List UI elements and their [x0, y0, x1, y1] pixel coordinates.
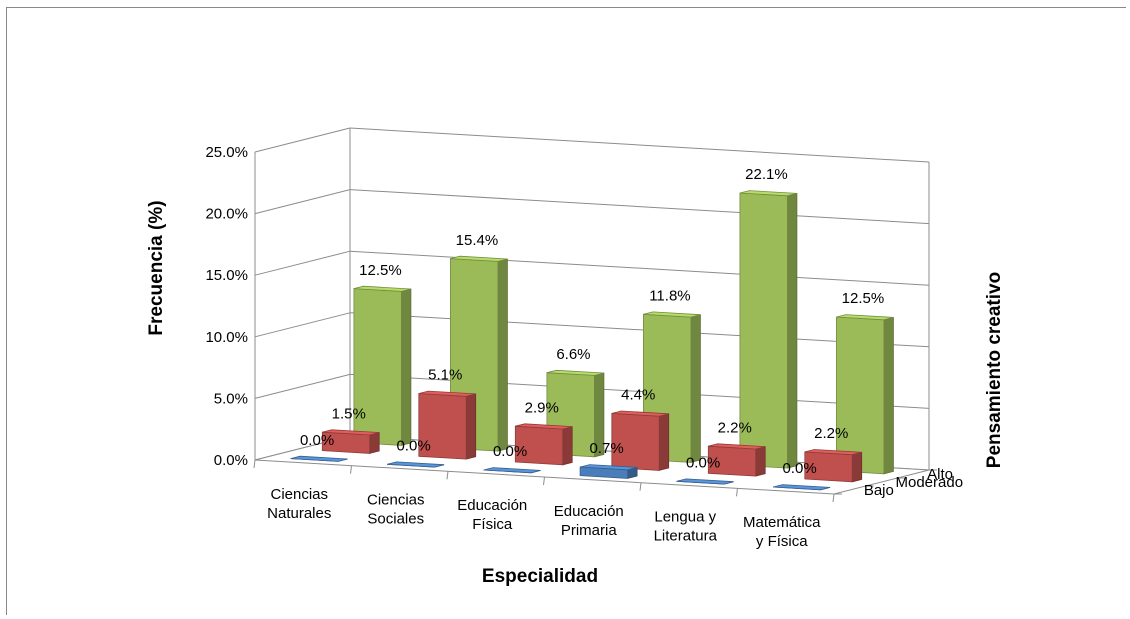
data-label: 12.5%: [359, 262, 402, 279]
x-axis-title: Especialidad: [482, 566, 598, 587]
chart-frame: [6, 7, 1126, 615]
bar-bajo-3: [579, 464, 638, 479]
x-tick-label: Ciencias Naturales: [267, 486, 331, 522]
bar-bajo-4: [676, 478, 734, 485]
back-gridline: [349, 127, 930, 163]
data-label: 4.4%: [621, 387, 655, 404]
back-gridline: [349, 373, 930, 409]
data-label: 0.0%: [686, 455, 720, 472]
data-label: 0.0%: [782, 460, 816, 477]
series-axis-label: Moderado: [896, 474, 964, 491]
data-label: 0.0%: [493, 443, 527, 460]
data-label: 1.5%: [332, 405, 366, 422]
bar-moderado-4: [707, 443, 766, 477]
side-gridline: [254, 373, 351, 399]
data-label: 15.4%: [456, 232, 499, 249]
x-tick-label: Matemática y Física: [743, 514, 821, 550]
bar-moderado-0: [321, 429, 380, 454]
y-tick-label: 10.0%: [205, 329, 248, 346]
x-tick-mark: [639, 482, 642, 491]
bar-alto-4: [739, 190, 798, 469]
data-label: 11.8%: [649, 287, 690, 304]
data-label: 0.0%: [396, 438, 430, 455]
series-axis-label: Bajo: [864, 482, 894, 499]
y-tick-label: 20.0%: [205, 206, 248, 223]
x-tick-mark: [446, 471, 449, 480]
y-tick-label: 0.0%: [214, 452, 248, 469]
bar-bajo-1: [387, 461, 445, 468]
data-label: 0.0%: [300, 432, 334, 449]
bar-alto-0: [353, 285, 412, 446]
back-gridline: [349, 250, 930, 286]
y-tick-label: 15.0%: [205, 267, 248, 284]
data-label: 22.1%: [745, 166, 788, 183]
y-axis-title: Frecuencia (%): [146, 200, 167, 335]
data-labels-layer: 12.5% 15.4% 6.6% 11.8% 22.1% 12.5% 1.5% 5.1% 2.9…: [300, 166, 884, 477]
side-gridline: [254, 250, 351, 276]
data-label: 12.5%: [842, 290, 885, 307]
data-label: 2.2%: [718, 419, 752, 436]
back-gridline: [349, 312, 930, 348]
y-tick-label: 25.0%: [205, 144, 248, 161]
back-gridline: [349, 189, 930, 225]
x-tick-mark: [832, 493, 835, 503]
bar-moderado-3: [611, 410, 670, 471]
bar-moderado-5: [804, 449, 863, 483]
side-gridline: [254, 127, 351, 153]
x-tick-label: Educación Física: [457, 497, 527, 533]
data-label: 6.6%: [556, 346, 590, 363]
data-label: 2.2%: [814, 425, 848, 442]
y-tick-label: 5.0%: [214, 390, 248, 407]
x-tick-label: Lengua y Literatura: [654, 509, 718, 545]
x-tick-mark: [350, 465, 352, 474]
axes-layer: 0.0% 5.0% 10.0% 15.0% 20.0% 25.0% Bajo Moderado…: [205, 144, 963, 550]
side-gridline: [254, 312, 351, 338]
data-label: 2.9%: [525, 399, 559, 416]
x-tick-mark: [253, 459, 256, 469]
bar-alto-5: [836, 314, 894, 475]
series-axis-label: Alto: [927, 466, 953, 483]
bar-moderado-2: [514, 423, 573, 466]
bar-moderado-1: [418, 390, 477, 460]
bars-layer: [290, 190, 894, 491]
bar-bajo-0: [290, 455, 348, 462]
side-gridline: [254, 189, 351, 215]
x-tick-mark: [543, 476, 545, 486]
data-label: 5.1%: [428, 367, 462, 384]
x-tick-label: Ciencias Sociales: [367, 492, 425, 528]
z-axis-title: Pensamiento creativo: [984, 272, 1005, 468]
bar-bajo-2: [483, 467, 541, 474]
x-tick-label: Educación Primaria: [554, 503, 624, 539]
data-label: 0.7%: [589, 440, 623, 457]
bar-alto-1: [449, 255, 508, 452]
bar-bajo-5: [773, 484, 831, 491]
x-tick-mark: [736, 488, 738, 497]
